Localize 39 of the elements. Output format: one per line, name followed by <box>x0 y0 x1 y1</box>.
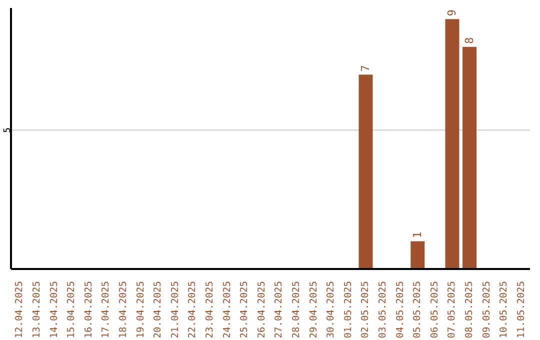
x-tick-label: 04.05.2025 <box>394 281 406 338</box>
x-tick-label: 05.05.2025 <box>412 281 424 338</box>
x-tick-label: 06.05.2025 <box>429 281 440 338</box>
x-tick-label: 07.05.2025 <box>446 281 458 338</box>
x-tick-label: 25.04.2025 <box>239 281 250 338</box>
bar <box>462 46 477 269</box>
data-label: 9 <box>446 9 459 16</box>
bar <box>358 74 373 269</box>
x-tick-label: 10.05.2025 <box>498 281 510 338</box>
x-tick-label: 17.04.2025 <box>100 281 112 338</box>
data-label: 7 <box>359 65 372 72</box>
x-tick-label: 20.04.2025 <box>152 281 164 338</box>
x-tick-label: 02.05.2025 <box>360 281 372 338</box>
x-tick-label: 16.04.2025 <box>83 281 94 338</box>
x-tick-label: 28.04.2025 <box>290 281 302 338</box>
x-tick-label: 29.04.2025 <box>308 281 320 338</box>
x-tick-label: 14.04.2025 <box>48 281 60 338</box>
x-tick-label: 01.05.2025 <box>342 281 354 338</box>
x-tick-label: 22.04.2025 <box>187 281 198 338</box>
x-tick-label: 15.04.2025 <box>66 281 78 338</box>
x-tick-label: 24.04.2025 <box>222 281 233 338</box>
x-tick-label: 21.04.2025 <box>170 281 181 338</box>
x-tick-label: 08.05.2025 <box>464 281 475 338</box>
bar <box>445 19 460 269</box>
data-label: 8 <box>463 37 476 44</box>
x-tick-label: 30.04.2025 <box>326 281 337 338</box>
bar <box>410 241 425 269</box>
x-tick-label: 12.04.2025 <box>14 281 26 338</box>
y-tick-label: 5 <box>3 127 13 133</box>
x-tick-label: 18.04.2025 <box>118 281 129 338</box>
x-tick-label: 19.04.2025 <box>135 281 146 338</box>
x-tick-label: 09.05.2025 <box>481 281 492 338</box>
x-tick-label: 13.04.2025 <box>31 281 42 338</box>
x-tick-label: 11.05.2025 <box>516 281 527 338</box>
x-tick-label: 27.04.2025 <box>274 281 285 338</box>
data-label: 1 <box>411 232 424 238</box>
x-tick-label: 03.05.2025 <box>377 281 388 338</box>
x-tick-label: 26.04.2025 <box>256 281 268 338</box>
x-tick-label: 23.04.2025 <box>204 281 216 338</box>
